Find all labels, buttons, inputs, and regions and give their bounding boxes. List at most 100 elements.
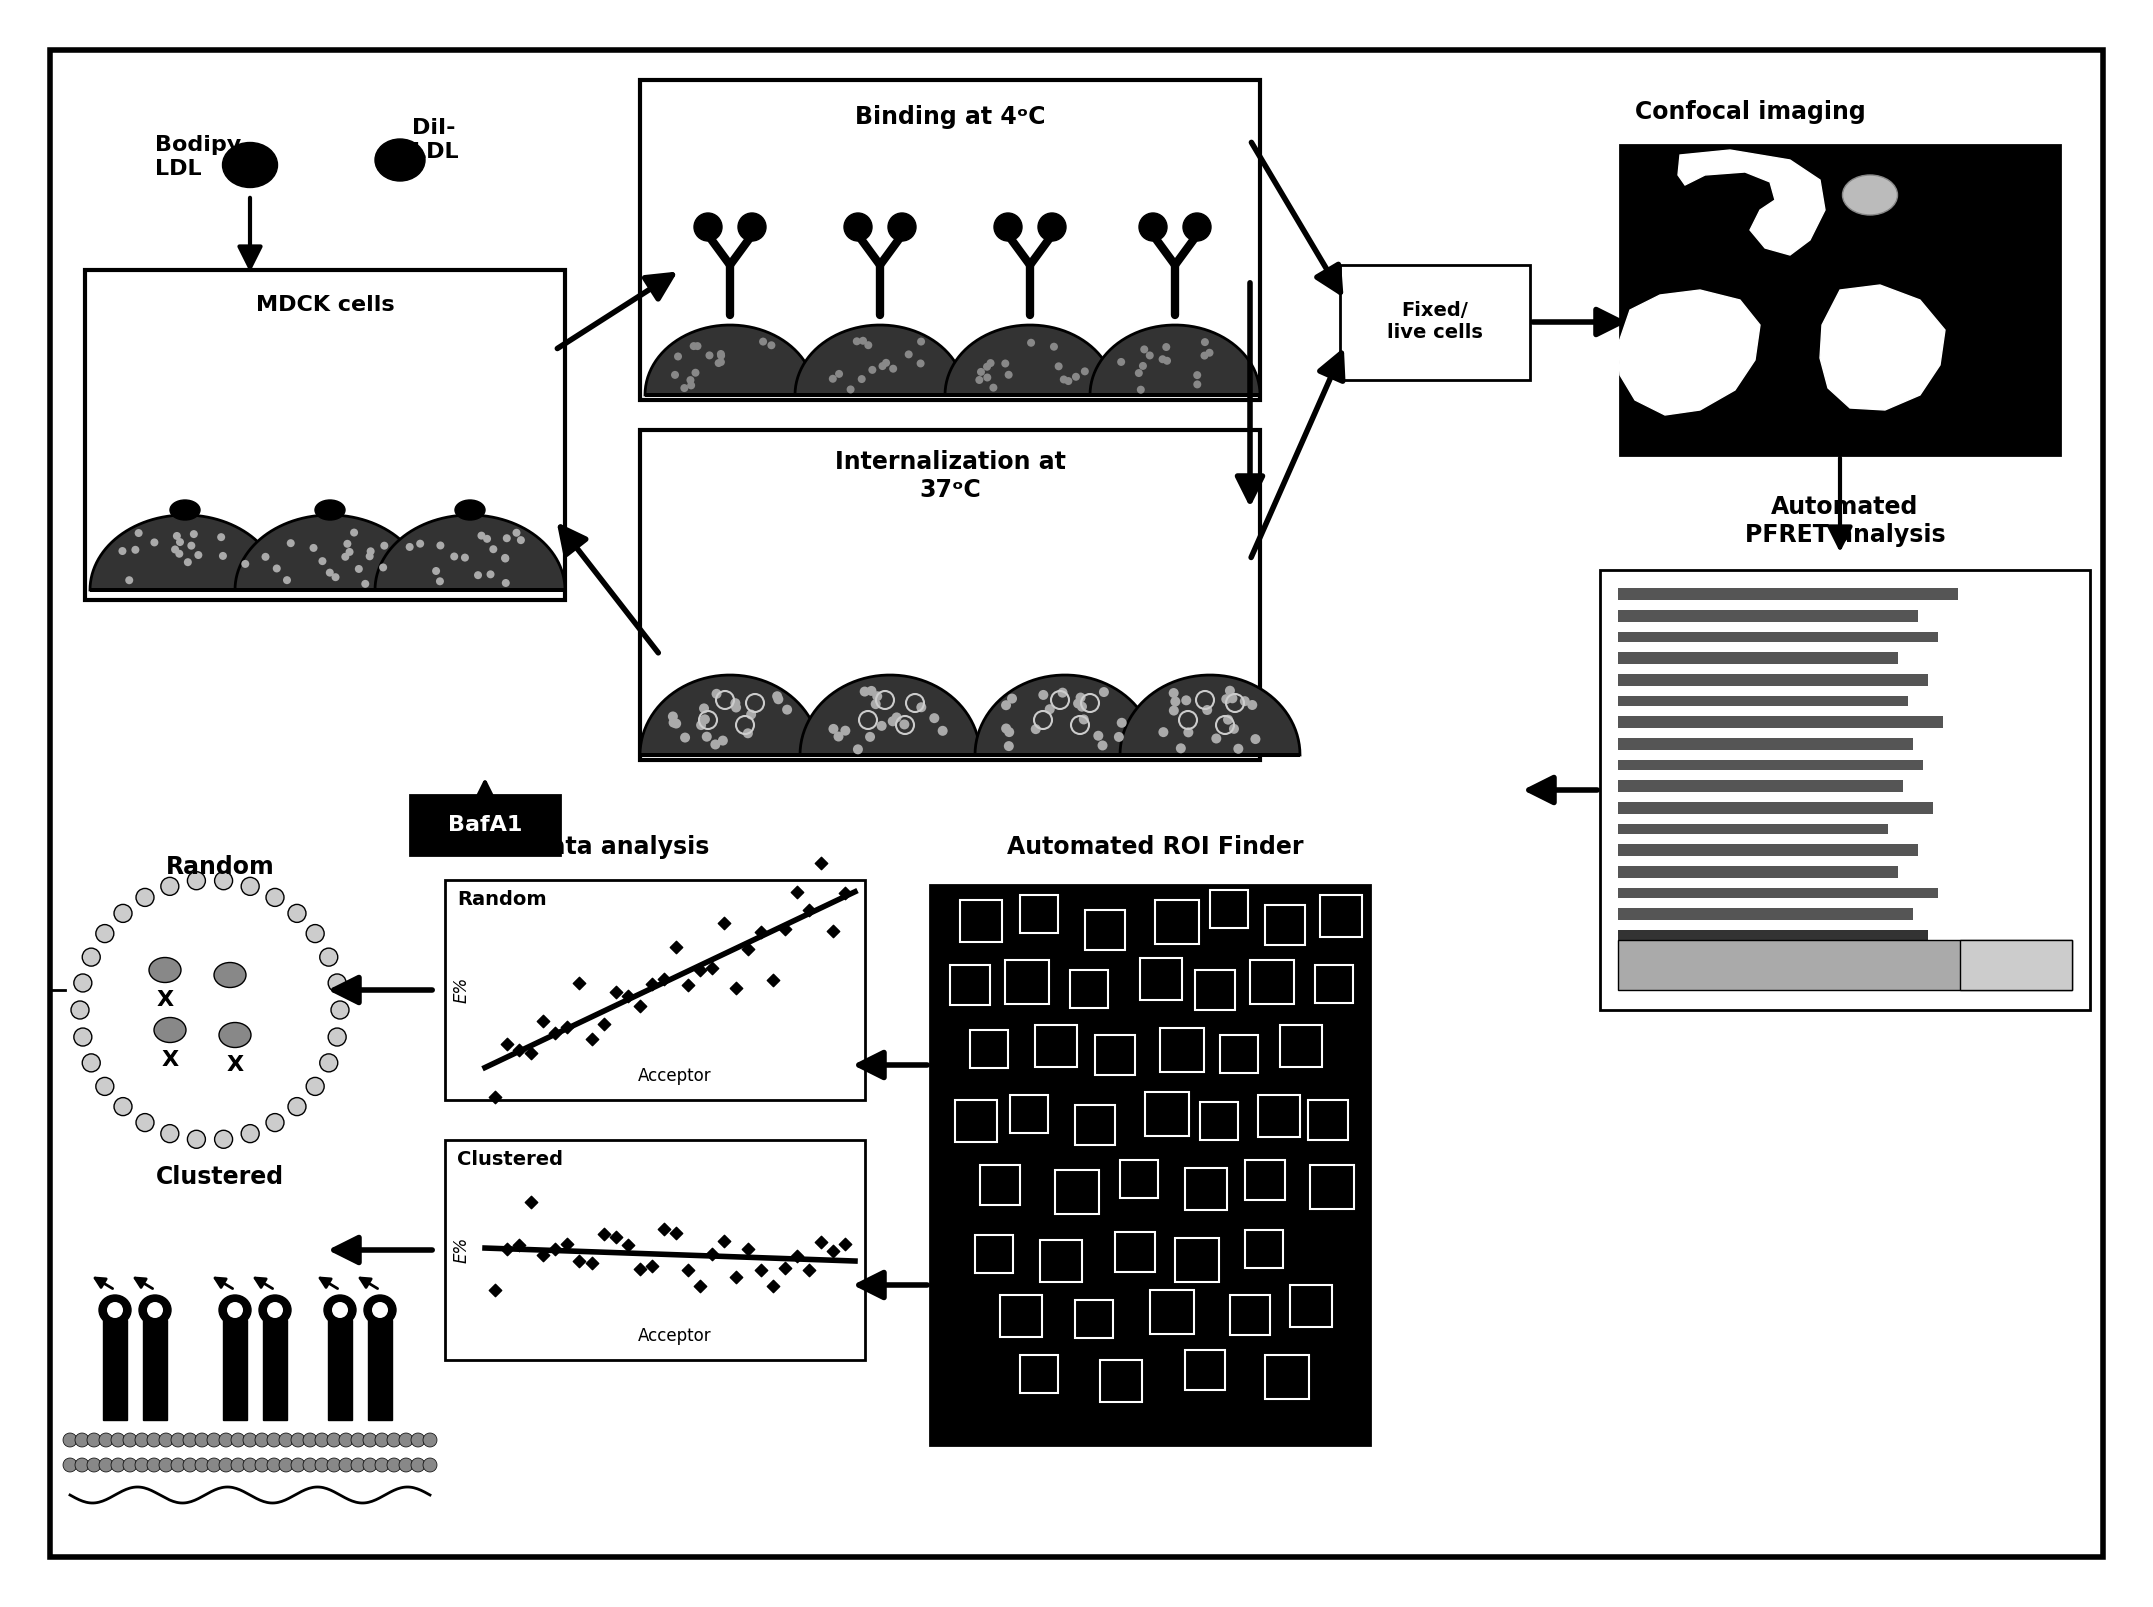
Circle shape — [125, 577, 133, 585]
Bar — [1315, 964, 1352, 1003]
Circle shape — [314, 1433, 329, 1446]
Bar — [1309, 1101, 1348, 1139]
Circle shape — [1193, 381, 1201, 389]
Point — [756, 1273, 790, 1298]
Bar — [1281, 1025, 1322, 1067]
Bar — [1619, 940, 2071, 990]
Circle shape — [502, 579, 510, 587]
Bar — [1619, 145, 2060, 455]
Circle shape — [1158, 355, 1167, 363]
Circle shape — [930, 714, 939, 723]
Text: Binding at 4ᵒC: Binding at 4ᵒC — [855, 104, 1044, 129]
Text: Acceptor: Acceptor — [637, 1327, 713, 1345]
Point — [659, 1220, 693, 1245]
Bar — [1176, 1237, 1219, 1282]
Circle shape — [674, 352, 683, 360]
Bar — [1309, 1165, 1354, 1208]
Circle shape — [187, 871, 205, 890]
Circle shape — [435, 577, 444, 585]
Ellipse shape — [149, 958, 181, 982]
Circle shape — [1139, 362, 1148, 370]
Point — [779, 879, 814, 905]
Circle shape — [1169, 705, 1180, 715]
Ellipse shape — [258, 1295, 291, 1326]
Circle shape — [325, 569, 334, 577]
Circle shape — [917, 360, 924, 368]
Circle shape — [183, 1458, 198, 1472]
Circle shape — [1141, 346, 1148, 354]
Point — [586, 1011, 620, 1037]
Circle shape — [344, 548, 353, 556]
Circle shape — [872, 691, 883, 701]
Bar — [103, 1319, 127, 1421]
Circle shape — [760, 337, 766, 346]
Circle shape — [840, 726, 850, 736]
Circle shape — [512, 529, 521, 537]
Circle shape — [136, 1433, 149, 1446]
Circle shape — [159, 1433, 172, 1446]
Circle shape — [379, 564, 388, 572]
Circle shape — [196, 1433, 209, 1446]
Circle shape — [1117, 718, 1126, 728]
Circle shape — [177, 538, 183, 546]
Bar — [1600, 570, 2091, 1011]
Circle shape — [351, 1433, 366, 1446]
Circle shape — [1139, 214, 1167, 241]
Point — [827, 881, 861, 906]
Circle shape — [1171, 696, 1180, 707]
Circle shape — [889, 365, 898, 373]
Bar — [1619, 588, 1957, 599]
Circle shape — [1003, 741, 1014, 750]
Circle shape — [422, 1433, 437, 1446]
Circle shape — [917, 702, 926, 712]
Point — [827, 1231, 861, 1257]
Point — [706, 911, 741, 937]
Point — [743, 1257, 777, 1282]
Bar — [1619, 760, 1923, 770]
Circle shape — [332, 1302, 349, 1318]
Polygon shape — [235, 514, 424, 590]
Circle shape — [351, 1458, 366, 1472]
Circle shape — [366, 548, 375, 556]
Circle shape — [99, 1458, 112, 1472]
Circle shape — [1240, 696, 1249, 705]
Bar — [1199, 1102, 1238, 1139]
Circle shape — [900, 720, 909, 730]
Bar — [1619, 908, 1914, 919]
Text: DiI-
LDL: DiI- LDL — [411, 119, 459, 162]
Bar — [1619, 611, 1918, 622]
Circle shape — [364, 1433, 377, 1446]
Text: Bodipy-
LDL: Bodipy- LDL — [155, 135, 250, 178]
Point — [525, 1008, 560, 1033]
Point — [575, 1027, 609, 1053]
Circle shape — [136, 889, 155, 906]
Circle shape — [291, 1433, 306, 1446]
Circle shape — [304, 1458, 316, 1472]
Bar — [1619, 844, 1918, 857]
Circle shape — [975, 376, 984, 384]
Circle shape — [1225, 686, 1236, 696]
Bar — [368, 1319, 392, 1421]
Bar — [1619, 972, 1903, 983]
Bar — [1096, 1035, 1135, 1075]
Point — [766, 916, 801, 942]
Bar — [1290, 1286, 1333, 1327]
Circle shape — [289, 1098, 306, 1115]
Circle shape — [267, 1433, 282, 1446]
Circle shape — [327, 1458, 340, 1472]
Bar — [1074, 1106, 1115, 1146]
Circle shape — [267, 889, 284, 906]
Ellipse shape — [1843, 175, 1897, 215]
Circle shape — [1081, 368, 1089, 376]
Bar — [1619, 779, 1903, 792]
Circle shape — [517, 537, 525, 545]
Circle shape — [1163, 357, 1171, 365]
Circle shape — [151, 538, 159, 546]
Circle shape — [411, 1458, 424, 1472]
Bar — [930, 885, 1369, 1445]
Circle shape — [1193, 371, 1201, 379]
Circle shape — [693, 342, 702, 350]
Polygon shape — [646, 325, 816, 395]
Bar — [956, 1101, 997, 1143]
Bar — [1085, 910, 1126, 950]
